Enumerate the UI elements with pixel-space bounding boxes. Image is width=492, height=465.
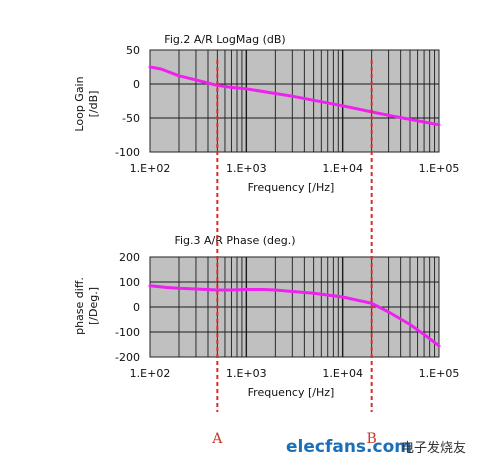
y-tick-label: 0 [133,301,140,314]
y-axis-label-line1: phase diff. [73,277,86,335]
x-tick-label: 1.E+05 [419,162,460,175]
y-axis-label-line1: Loop Gain [73,76,86,131]
grid-lines [150,257,439,357]
y-tick-label: -100 [115,146,140,159]
x-axis-label: Frequency [/Hz] [248,181,335,194]
y-axis-label: Loop Gain [/dB] [73,76,100,131]
x-tick-label: 1.E+03 [226,162,267,175]
chart-loop-gain: Fig.2 A/R LogMag (dB) 500-50-100 1.E+02 1… [73,33,459,194]
x-tick-labels: 1.E+02 1.E+03 1.E+04 1.E+05 [130,162,460,175]
y-axis-label-line2: [/dB] [87,91,100,118]
plot-area [149,49,440,153]
x-tick-label: 1.E+03 [226,367,267,380]
watermark-cn-text: 电子发烧友 [401,440,466,456]
chart-phase: Fig.3 A/R Phase (deg.) 200 100 0 -100 -200 1… [73,234,459,399]
x-axis-label: Frequency [/Hz] [248,386,335,399]
y-tick-label: -100 [115,326,140,339]
y-axis-label: phase diff. [/Deg.] [73,277,100,335]
y-tick-label: 100 [119,276,140,289]
watermark-logo-text: elecfans.com [286,437,412,457]
x-tick-label: 1.E+04 [322,367,363,380]
marker-b-label: B [367,431,377,447]
x-tick-label: 1.E+04 [322,162,363,175]
y-tick-labels: 50 0 -50 -100 [115,44,140,159]
y-tick-label: -50 [122,112,140,125]
x-tick-labels: 1.E+02 1.E+03 1.E+04 1.E+05 [130,367,460,380]
y-tick-label: 0 [133,78,140,91]
y-tick-label: -200 [115,351,140,364]
chart-title: Fig.3 A/R Phase (deg.) [174,234,295,247]
y-tick-label: 50 [126,44,140,57]
x-tick-label: 1.E+02 [130,367,171,380]
chart-title: Fig.2 A/R LogMag (dB) [164,33,285,46]
x-tick-label: 1.E+02 [130,162,171,175]
series-line [148,284,441,348]
watermark: elecfans.com 电子发烧友 [286,437,466,457]
frequency-markers: A B [211,60,377,447]
y-tick-labels: 200 100 0 -100 -200 [115,251,140,364]
y-axis-label-line2: [/Deg.] [87,287,100,325]
y-tick-label: 200 [119,251,140,264]
x-tick-label: 1.E+05 [419,367,460,380]
marker-a-label: A [211,431,223,447]
series-line [148,65,441,127]
